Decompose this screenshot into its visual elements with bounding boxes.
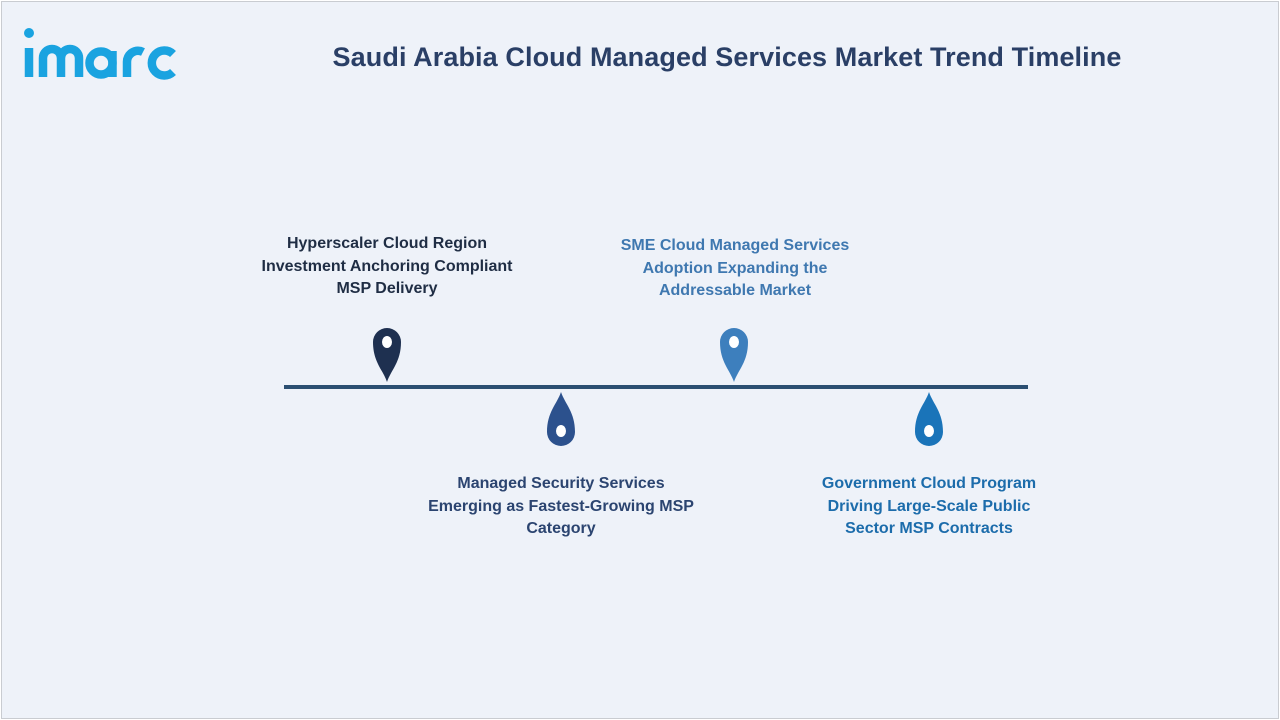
imarc-logo (24, 28, 176, 80)
drop-pin-icon (547, 392, 575, 446)
location-pin-icon (720, 328, 748, 382)
page-title: Saudi Arabia Cloud Managed Services Mark… (332, 42, 1122, 72)
milestone-1-label: Hyperscaler Cloud Region Investment Anch… (261, 235, 513, 297)
milestone-3-label: SME Cloud Managed Services Adoption Expa… (620, 237, 850, 299)
timeline-line (284, 385, 1028, 389)
milestone-2-label: Managed Security Services Emerging as Fa… (428, 475, 694, 537)
milestone-4-label: Government Cloud Program Driving Large-S… (821, 475, 1037, 537)
drop-pin-icon (915, 392, 943, 446)
location-pin-icon (373, 328, 401, 382)
